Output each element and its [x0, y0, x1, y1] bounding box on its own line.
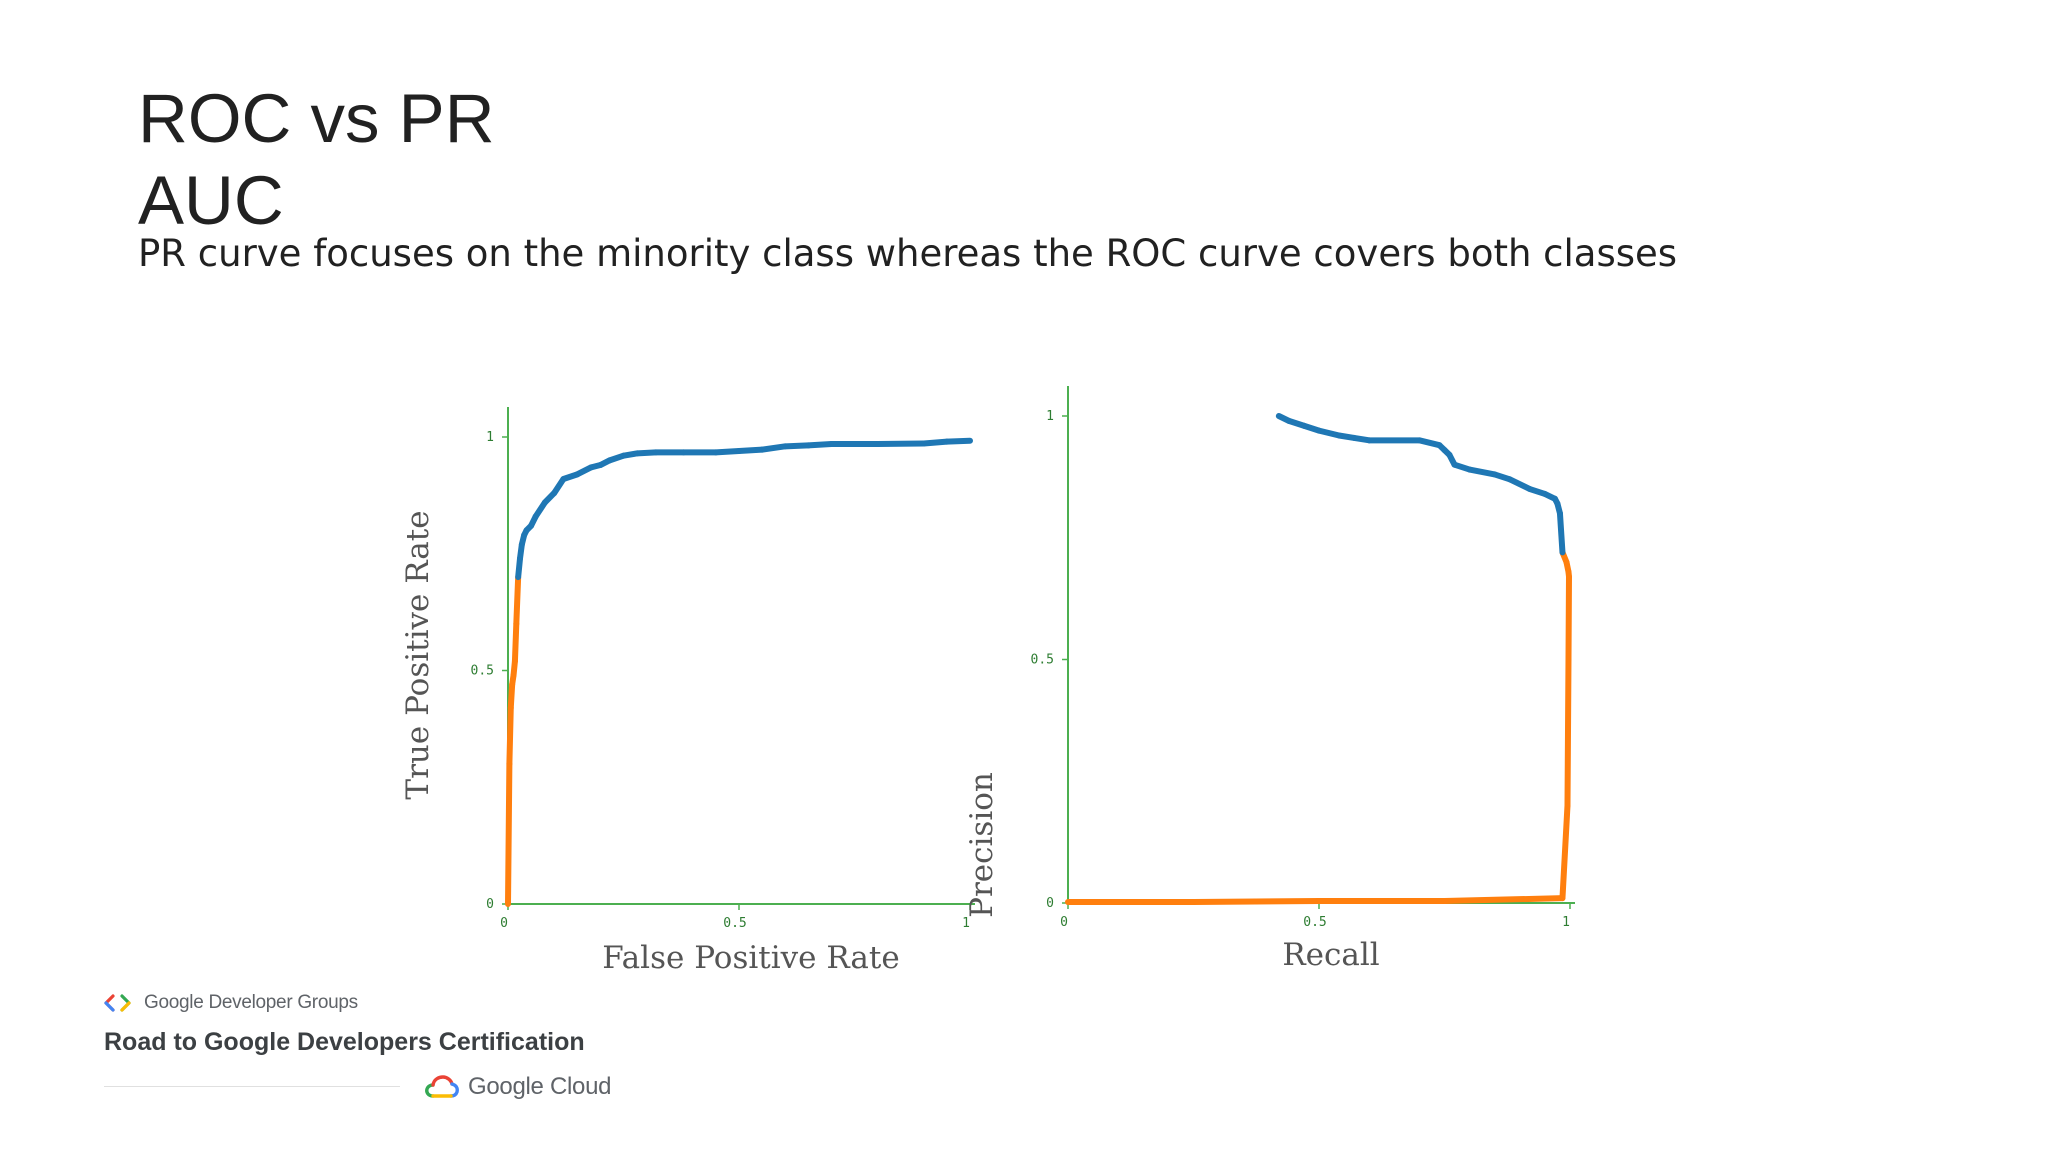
roc-x-tick-label: 0	[500, 916, 508, 931]
gdg-branding: Google Developer Groups	[104, 990, 358, 1016]
pr-curve-segment	[1556, 510, 1566, 556]
roc-curve-segment	[759, 443, 789, 453]
pr-y-tick-label: 0	[1046, 896, 1054, 911]
pr-y-axis-title: Precision	[964, 772, 1000, 918]
roc-curve-segment	[511, 620, 520, 665]
gdg-label: Google Developer Groups	[144, 992, 358, 1013]
pr-curve-segment	[1190, 898, 1322, 906]
pr-x-tick-label: 0	[1060, 915, 1068, 930]
roc-y-tick-label: 0.5	[471, 664, 494, 679]
pr-x-axis-title: Recall	[1282, 937, 1379, 973]
roc-curve-segment	[505, 760, 513, 907]
pr-curve-segment	[1565, 573, 1572, 663]
pr-x-tick-label: 0.5	[1303, 915, 1326, 930]
roc-curve-segment	[736, 446, 766, 455]
roc-curve-segment	[515, 555, 524, 581]
gdg-chevrons-icon	[104, 994, 131, 1012]
title-line-2: AUC	[138, 162, 284, 239]
pr-y-tick-label: 1	[1046, 409, 1054, 424]
roc-y-tick-label: 1	[486, 430, 494, 445]
google-cloud-icon	[425, 1075, 459, 1098]
roc-x-tick-label: 0.5	[723, 916, 746, 931]
pr-curve-segment	[1416, 437, 1443, 449]
roc-curve-segment	[712, 448, 742, 456]
footer-branding: Google Developer Groups Road to Google D…	[104, 990, 644, 1110]
google-cloud-label: Google Cloud	[468, 1073, 612, 1100]
roc-curve-segment	[920, 438, 950, 447]
pr-curve-segment	[1506, 476, 1533, 493]
pr-curve-segment	[1441, 895, 1566, 905]
title-line-1: ROC vs PR	[138, 80, 495, 157]
roc-x-tick-label: 1	[962, 916, 970, 931]
google-cloud-branding: Google Cloud	[424, 1070, 611, 1104]
roc-curve-segment	[634, 449, 659, 457]
roc-curve-segment	[943, 437, 973, 445]
roc-curve-segment	[507, 681, 516, 711]
roc-y-tick-label: 0	[486, 897, 494, 912]
footer-divider	[104, 1086, 400, 1087]
pr-curve-segment	[1466, 466, 1498, 478]
pr-curve-segment	[1559, 802, 1571, 902]
program-label: Road to Google Developers Certification	[104, 1028, 585, 1056]
pr-curve-segment	[1316, 427, 1343, 439]
pr-x-tick-label: 1	[1562, 915, 1570, 930]
roc-curve-segment	[506, 704, 514, 767]
roc-y-axis-title: True Positive Rate	[400, 510, 436, 799]
pr-y-tick-label: 0.5	[1031, 653, 1054, 668]
roc-curve-segment	[805, 441, 835, 449]
slide-title: ROC vs PR AUC	[138, 78, 495, 242]
roc-x-axis-title: False Positive Rate	[602, 940, 899, 976]
roc-curve-segment	[782, 442, 812, 450]
pr-curve-segment	[1564, 656, 1572, 809]
pr-curve-segment	[1275, 413, 1292, 424]
slide-subtitle: PR curve focuses on the minority class w…	[138, 232, 1678, 275]
roc-curve-segment	[513, 574, 522, 627]
